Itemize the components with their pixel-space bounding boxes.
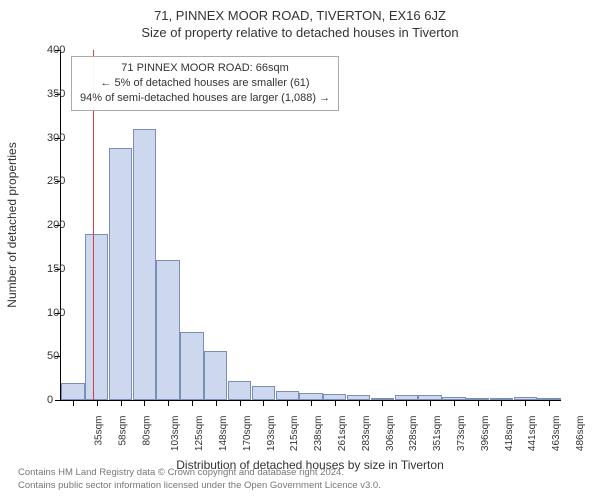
annotation-box: 71 PINNEX MOOR ROAD: 66sqm ← 5% of detac… <box>71 56 339 111</box>
histogram-bar <box>156 260 179 400</box>
x-tick-label: 193sqm <box>266 416 277 452</box>
x-tick <box>168 400 169 406</box>
x-tick-label: 148sqm <box>218 416 229 452</box>
histogram-bar <box>228 381 251 400</box>
annotation-line1: 71 PINNEX MOOR ROAD: 66sqm <box>80 61 330 76</box>
y-tick <box>55 400 61 401</box>
x-tick-label: 125sqm <box>194 416 205 452</box>
histogram-bar <box>252 386 275 400</box>
x-tick-label: 261sqm <box>337 416 348 452</box>
x-tick-label: 103sqm <box>170 416 181 452</box>
y-tick-label: 0 <box>47 394 51 406</box>
x-tick <box>73 400 74 406</box>
y-tick-label: 200 <box>47 219 51 231</box>
x-tick <box>144 400 145 406</box>
y-tick-label: 400 <box>47 44 51 56</box>
x-tick <box>335 400 336 406</box>
histogram-bar <box>204 351 227 400</box>
annotation-line2: ← 5% of detached houses are smaller (61) <box>80 76 330 91</box>
x-tick-label: 396sqm <box>480 416 491 452</box>
y-tick-label: 50 <box>47 350 51 362</box>
title-sub: Size of property relative to detached ho… <box>0 23 600 40</box>
chart-container: 71, PINNEX MOOR ROAD, TIVERTON, EX16 6JZ… <box>0 0 600 500</box>
x-tick-label: 80sqm <box>141 416 152 446</box>
x-tick-label: 215sqm <box>289 416 300 452</box>
histogram-bar <box>109 148 132 400</box>
histogram-bar <box>276 391 299 400</box>
x-tick <box>549 400 550 406</box>
plot-region: 35sqm58sqm80sqm103sqm125sqm148sqm170sqm1… <box>60 50 561 401</box>
histogram-bar <box>61 383 84 401</box>
x-tick <box>216 400 217 406</box>
x-tick-label: 441sqm <box>528 416 539 452</box>
x-tick <box>478 400 479 406</box>
x-tick-label: 35sqm <box>93 416 104 446</box>
x-tick <box>359 400 360 406</box>
x-tick <box>525 400 526 406</box>
histogram-bar <box>85 234 108 400</box>
histogram-bar <box>180 332 203 400</box>
x-tick-label: 328sqm <box>409 416 420 452</box>
x-tick <box>287 400 288 406</box>
y-tick-label: 250 <box>47 175 51 187</box>
chart-area: Number of detached properties 35sqm58sqm… <box>60 50 580 420</box>
x-tick-label: 238sqm <box>313 416 324 452</box>
x-tick <box>97 400 98 406</box>
x-tick <box>501 400 502 406</box>
x-tick <box>406 400 407 406</box>
x-tick <box>382 400 383 406</box>
y-axis-label: Number of detached properties <box>5 142 19 307</box>
x-tick <box>192 400 193 406</box>
x-tick <box>263 400 264 406</box>
x-tick-label: 418sqm <box>504 416 515 452</box>
x-tick <box>121 400 122 406</box>
x-tick-label: 373sqm <box>456 416 467 452</box>
x-tick-label: 306sqm <box>385 416 396 452</box>
x-tick-label: 283sqm <box>361 416 372 452</box>
histogram-bar <box>299 393 322 400</box>
x-tick <box>240 400 241 406</box>
y-tick-label: 300 <box>47 132 51 144</box>
footer-attribution: Contains HM Land Registry data © Crown c… <box>18 467 381 492</box>
footer-line1: Contains HM Land Registry data © Crown c… <box>18 467 381 479</box>
x-tick <box>311 400 312 406</box>
y-tick-label: 100 <box>47 307 51 319</box>
footer-line2: Contains public sector information licen… <box>18 480 381 492</box>
x-tick-label: 351sqm <box>432 416 443 452</box>
y-tick-label: 350 <box>47 88 51 100</box>
title-main: 71, PINNEX MOOR ROAD, TIVERTON, EX16 6JZ <box>0 0 600 23</box>
histogram-bar <box>133 129 156 400</box>
x-tick-label: 486sqm <box>575 416 586 452</box>
x-tick <box>454 400 455 406</box>
annotation-line3: 94% of semi-detached houses are larger (… <box>80 91 330 106</box>
y-tick-label: 150 <box>47 263 51 275</box>
x-tick <box>430 400 431 406</box>
x-tick-label: 463sqm <box>551 416 562 452</box>
x-tick-label: 170sqm <box>242 416 253 452</box>
x-tick-label: 58sqm <box>117 416 128 446</box>
